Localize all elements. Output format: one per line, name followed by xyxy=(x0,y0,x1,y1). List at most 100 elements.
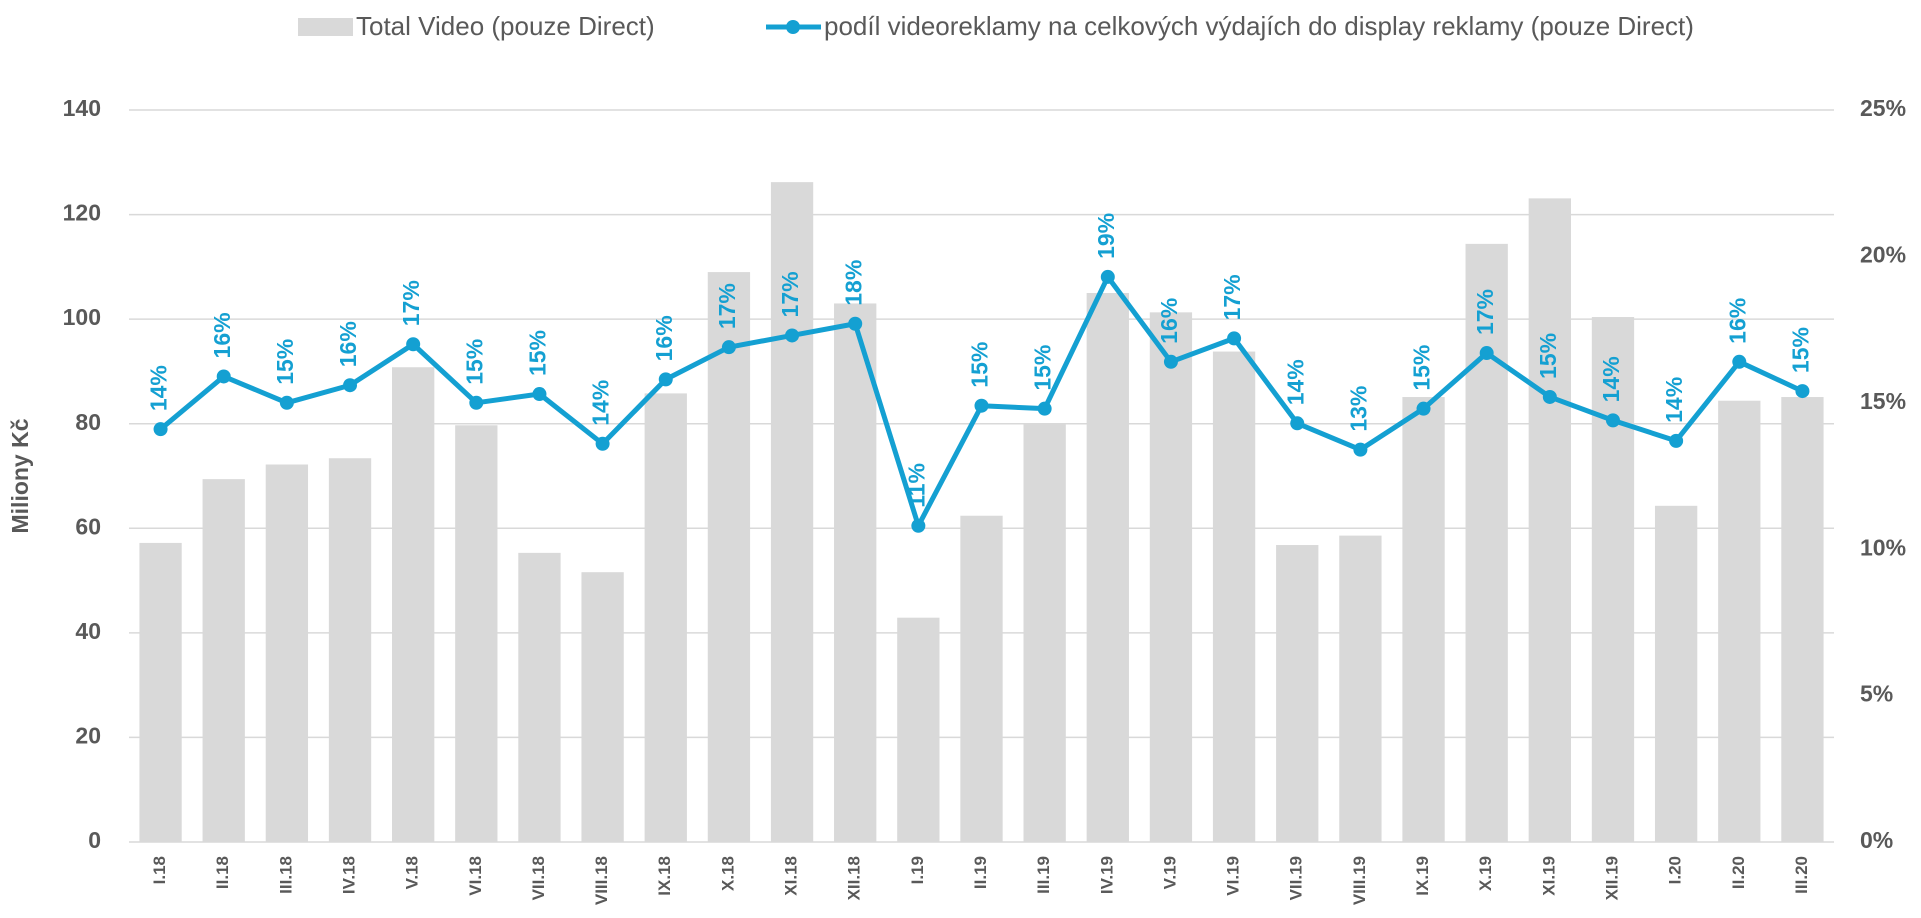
x-tick-label: V.18 xyxy=(403,856,422,889)
data-label: 15% xyxy=(525,330,551,376)
legend-label: podíl videoreklamy na celkových výdajích… xyxy=(824,11,1694,41)
bar xyxy=(392,367,435,842)
x-tick-label: II.18 xyxy=(213,856,232,889)
y2-tick-label: 5% xyxy=(1860,681,1893,707)
x-tick-label: III.20 xyxy=(1792,856,1811,894)
line-point xyxy=(595,436,610,451)
bar xyxy=(1339,535,1382,842)
bar xyxy=(328,458,372,842)
data-label: 15% xyxy=(1409,345,1435,391)
data-label: 14% xyxy=(588,380,614,426)
bar xyxy=(518,552,561,842)
legend-swatch xyxy=(298,18,353,36)
y-axis-title: Miliony Kč xyxy=(7,418,33,533)
bar xyxy=(455,425,498,842)
legend-swatch xyxy=(786,20,800,34)
line-point xyxy=(1163,354,1178,369)
data-label: 14% xyxy=(1661,377,1687,423)
data-label: 15% xyxy=(461,339,487,385)
x-tick-label: I.18 xyxy=(150,856,169,884)
bar xyxy=(1086,293,1129,842)
bar xyxy=(960,515,1003,842)
data-label: 16% xyxy=(335,321,361,367)
bar xyxy=(644,393,687,842)
bar xyxy=(770,182,814,842)
x-tick-label: II.20 xyxy=(1729,856,1748,889)
line-point xyxy=(1227,331,1242,346)
data-label: 14% xyxy=(1598,356,1624,402)
data-label: 14% xyxy=(146,365,172,411)
data-label: 16% xyxy=(1724,298,1750,344)
y-tick-label: 40 xyxy=(75,618,101,644)
data-label: 19% xyxy=(1093,213,1119,259)
x-tick-label: VII.18 xyxy=(529,856,548,900)
x-tick-label: I.19 xyxy=(908,856,927,884)
line-point xyxy=(848,316,863,331)
x-tick-label: VIII.19 xyxy=(1350,856,1369,905)
x-tick-label: IX.18 xyxy=(655,856,674,896)
bar xyxy=(1212,351,1256,842)
bar xyxy=(581,572,624,842)
bar xyxy=(202,479,245,842)
x-tick-label: XII.19 xyxy=(1602,856,1621,900)
bar xyxy=(1718,400,1761,842)
x-tick-label: XI.19 xyxy=(1539,856,1558,896)
line-point xyxy=(974,398,989,413)
x-tick-label: IX.19 xyxy=(1413,856,1432,896)
bar xyxy=(265,464,309,842)
bar xyxy=(1654,505,1698,842)
line-point xyxy=(658,372,673,387)
line-point xyxy=(1732,354,1747,369)
x-tick-label: III.18 xyxy=(276,856,295,894)
data-label: 15% xyxy=(1030,345,1056,391)
bar xyxy=(1781,397,1824,842)
line-point xyxy=(721,340,736,355)
data-label: 16% xyxy=(209,312,235,358)
data-label: 15% xyxy=(1535,333,1561,379)
y-tick-label: 100 xyxy=(63,304,101,330)
bar xyxy=(1023,423,1066,842)
line-point xyxy=(279,395,294,410)
y-tick-label: 140 xyxy=(63,95,101,121)
bar xyxy=(707,272,751,843)
data-label: 15% xyxy=(967,342,993,388)
bar xyxy=(139,542,182,842)
x-tick-label: X.19 xyxy=(1476,856,1495,891)
line-point xyxy=(1290,416,1305,431)
x-tick-label: VII.19 xyxy=(1287,856,1306,900)
x-tick-label: II.19 xyxy=(971,856,990,889)
data-label: 11% xyxy=(903,463,929,508)
line-point xyxy=(1542,389,1557,404)
data-label: 15% xyxy=(272,339,298,385)
line-point xyxy=(785,328,800,343)
x-tick-label: V.19 xyxy=(1160,856,1179,889)
x-tick-label: IV.19 xyxy=(1097,856,1116,894)
bar xyxy=(1276,545,1319,842)
line-point xyxy=(1416,401,1431,416)
data-label: 16% xyxy=(651,315,677,361)
x-tick-label: VI.19 xyxy=(1224,856,1243,896)
line-point xyxy=(469,395,484,410)
x-tick-label: XII.18 xyxy=(845,856,864,900)
x-tick-label: XI.18 xyxy=(782,856,801,896)
data-label: 13% xyxy=(1345,386,1371,432)
bar xyxy=(1149,312,1193,842)
data-label: 16% xyxy=(1156,298,1182,344)
line-point xyxy=(1669,433,1684,448)
x-tick-label: IV.18 xyxy=(340,856,359,894)
bar xyxy=(834,303,877,842)
data-label: 17% xyxy=(1219,274,1245,320)
x-tick-label: VIII.18 xyxy=(592,856,611,905)
bar xyxy=(1528,198,1571,842)
data-label: 14% xyxy=(1282,359,1308,405)
line-point xyxy=(1037,401,1052,416)
y2-tick-label: 15% xyxy=(1860,388,1906,414)
data-label: 18% xyxy=(840,260,866,306)
data-label: 15% xyxy=(1788,327,1814,373)
bar xyxy=(1465,243,1508,842)
x-tick-label: X.18 xyxy=(718,856,737,891)
line-point xyxy=(532,387,547,402)
bar xyxy=(1402,397,1445,842)
line-point xyxy=(216,369,231,384)
line-point xyxy=(406,337,421,352)
